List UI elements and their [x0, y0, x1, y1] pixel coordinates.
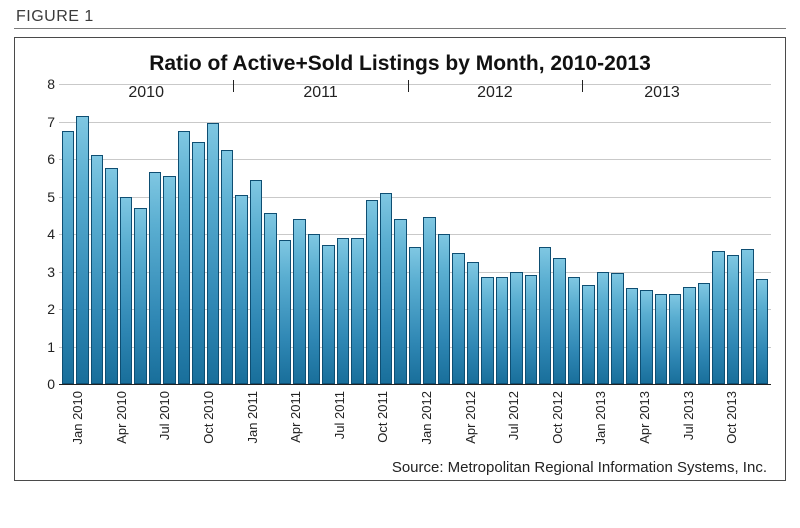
figure-label: FIGURE 1 — [16, 8, 786, 26]
bar — [481, 277, 493, 384]
x-tick-label: Apr 2012 — [463, 391, 478, 444]
bar — [120, 197, 132, 385]
x-tick-label: Apr 2011 — [288, 391, 303, 443]
y-tick-label: 2 — [33, 301, 55, 317]
bar — [192, 142, 204, 384]
bar — [394, 219, 406, 384]
bar — [351, 238, 363, 384]
bar — [423, 217, 435, 384]
bar — [510, 272, 522, 385]
bar — [91, 155, 103, 384]
y-tick-label: 1 — [33, 339, 55, 355]
year-divider — [408, 80, 409, 92]
bar — [279, 240, 291, 384]
bar — [438, 234, 450, 384]
bar — [380, 193, 392, 384]
x-axis-labels: Jan 2010 Apr 2010 Jul 2010 Oct 2010 Jan 2011… — [59, 385, 771, 455]
bar — [611, 273, 623, 384]
bar — [163, 176, 175, 384]
bar — [250, 180, 262, 384]
bar — [452, 253, 464, 384]
x-tick-label: Jul 2010 — [157, 391, 172, 440]
x-tick-label: Apr 2013 — [637, 391, 652, 444]
bar — [756, 279, 768, 384]
x-tick-label: Jul 2011 — [332, 391, 347, 439]
bar — [525, 275, 537, 384]
plot-area: 2010201120122013 012345678 — [59, 84, 771, 385]
bar — [221, 150, 233, 384]
source-text: Source: Metropolitan Regional Informatio… — [29, 459, 767, 476]
bar — [539, 247, 551, 384]
x-tick-label: Oct 2012 — [550, 391, 565, 444]
bar — [308, 234, 320, 384]
year-divider — [582, 80, 583, 92]
bar — [727, 255, 739, 384]
bar — [409, 247, 421, 384]
figure-container: FIGURE 1 Ratio of Active+Sold Listings b… — [0, 0, 800, 528]
bar — [626, 288, 638, 384]
y-tick-label: 7 — [33, 114, 55, 130]
figure-rule — [14, 28, 786, 29]
y-tick-label: 0 — [33, 376, 55, 392]
bar — [366, 200, 378, 384]
bars-container — [59, 84, 771, 384]
x-tick-label: Apr 2010 — [114, 391, 129, 444]
bar — [669, 294, 681, 384]
bar — [712, 251, 724, 384]
y-tick-label: 3 — [33, 264, 55, 280]
chart-title: Ratio of Active+Sold Listings by Month, … — [29, 52, 771, 76]
bar — [264, 213, 276, 384]
bar — [741, 249, 753, 384]
bar — [698, 283, 710, 384]
bar — [207, 123, 219, 384]
bar — [640, 290, 652, 384]
chart-box: Ratio of Active+Sold Listings by Month, … — [14, 37, 786, 481]
y-tick-label: 6 — [33, 151, 55, 167]
bar — [597, 272, 609, 385]
bar — [76, 116, 88, 384]
x-tick-label: Jan 2011 — [245, 391, 260, 444]
year-group-label: 2012 — [408, 84, 582, 102]
bar — [235, 195, 247, 384]
x-tick-label: Jan 2010 — [70, 391, 85, 445]
x-tick-label: Oct 2013 — [724, 391, 739, 444]
bar — [582, 285, 594, 384]
x-tick-label: Oct 2011 — [375, 391, 390, 443]
bar — [105, 168, 117, 384]
x-tick-label: Jan 2012 — [419, 391, 434, 445]
bar — [496, 277, 508, 384]
bar — [337, 238, 349, 384]
bar — [178, 131, 190, 384]
bar — [467, 262, 479, 384]
bar — [568, 277, 580, 384]
year-group-label: 2013 — [582, 84, 742, 102]
y-tick-label: 8 — [33, 76, 55, 92]
bar — [134, 208, 146, 384]
y-tick-label: 5 — [33, 189, 55, 205]
x-tick-label: Jul 2013 — [681, 391, 696, 440]
bar — [655, 294, 667, 384]
year-group-label: 2010 — [59, 84, 233, 102]
x-tick-label: Jan 2013 — [593, 391, 608, 445]
bar — [149, 172, 161, 384]
x-tick-label: Oct 2010 — [201, 391, 216, 444]
bar — [322, 245, 334, 384]
year-labels-row: 2010201120122013 — [59, 84, 771, 108]
y-tick-label: 4 — [33, 226, 55, 242]
bar — [553, 258, 565, 384]
bar — [293, 219, 305, 384]
bar — [62, 131, 74, 384]
bar — [683, 287, 695, 385]
x-tick-label: Jul 2012 — [506, 391, 521, 440]
year-group-label: 2011 — [233, 84, 407, 102]
year-divider — [233, 80, 234, 92]
plot-outer: 2010201120122013 012345678 Jan 2010 Apr 2… — [29, 84, 771, 455]
